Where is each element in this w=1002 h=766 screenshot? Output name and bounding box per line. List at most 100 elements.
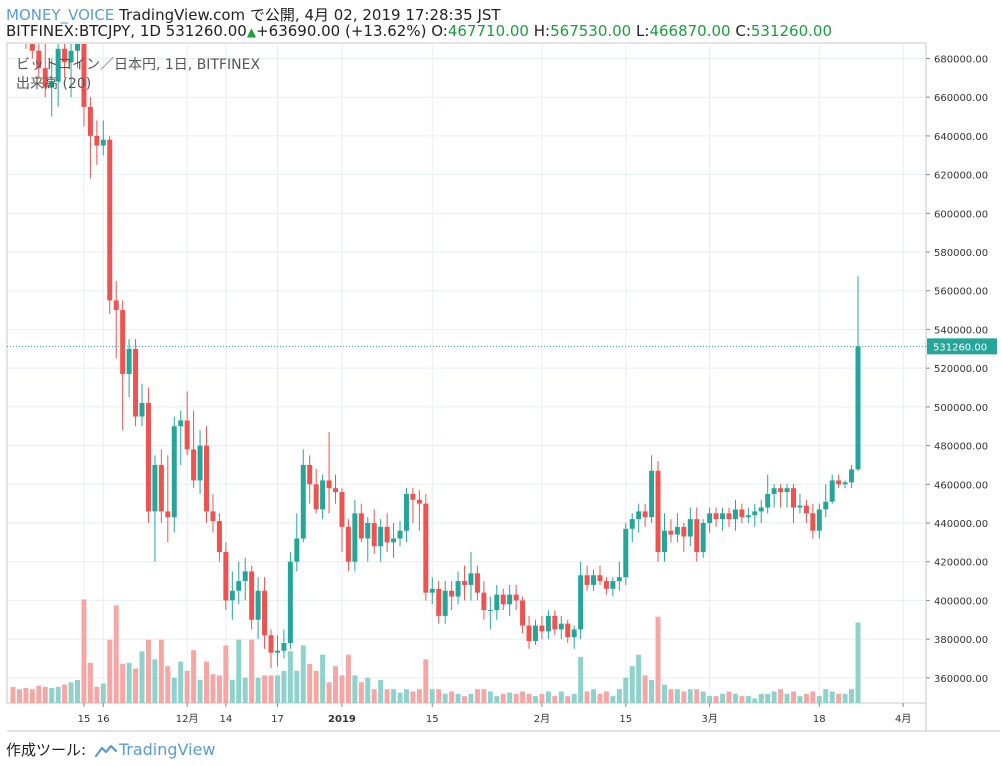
volume-bar <box>603 691 609 703</box>
candle-body <box>494 594 500 611</box>
publisher-name[interactable]: MONEY_VOICE <box>6 6 115 24</box>
volume-bar <box>36 685 42 703</box>
volume-bar <box>274 675 280 703</box>
volume-bar <box>358 682 364 703</box>
candlestick-chart[interactable]: 360000.00 380000.00 400000.00 420000.00 4400… <box>0 0 1002 735</box>
candle-body <box>307 464 313 485</box>
volume-bar <box>281 670 287 703</box>
volume-bar <box>75 680 81 703</box>
volume-legend: 出来高 (20) <box>16 76 92 92</box>
y-tick-label: 480000.00 <box>934 442 988 453</box>
candle-body <box>294 538 300 562</box>
candle-body <box>578 575 584 630</box>
volume-bar <box>339 675 345 703</box>
candle-body <box>197 445 203 481</box>
candle-body <box>75 44 81 51</box>
candle-body <box>629 519 635 529</box>
candle-body <box>803 505 809 514</box>
volume-bar <box>623 677 629 703</box>
volume-bar <box>197 680 203 703</box>
volume-bar <box>849 689 855 703</box>
candle-body <box>139 403 145 417</box>
volume-bar <box>313 670 319 703</box>
volume-bar <box>810 691 816 703</box>
tradingview-link[interactable]: TradingView <box>118 740 216 759</box>
candle-body <box>262 590 268 636</box>
candle-body <box>287 561 293 643</box>
candle-body <box>584 575 590 585</box>
volume-bar <box>29 689 35 703</box>
volume-bar <box>481 689 487 703</box>
volume-bar <box>720 693 726 703</box>
candle-body <box>403 493 409 531</box>
candle-body <box>732 509 738 520</box>
volume-bar <box>797 696 803 703</box>
volume-bar <box>300 645 306 703</box>
candle-body <box>268 635 274 653</box>
low-label: L: <box>636 22 650 40</box>
tradingview-logo-icon <box>94 744 117 757</box>
y-tick-label: 520000.00 <box>934 364 988 375</box>
y-tick-label: 420000.00 <box>934 558 988 569</box>
volume-bar <box>771 691 777 703</box>
volume-bar <box>249 639 255 703</box>
candle-body <box>674 526 680 535</box>
volume-bar <box>365 677 371 703</box>
symbol-label: BITFINEX:BTCJPY, 1D <box>6 22 161 40</box>
candle-body <box>62 48 68 63</box>
up-arrow-icon: ▲ <box>246 25 257 39</box>
candle-body <box>545 615 551 632</box>
candle-body <box>429 588 435 593</box>
volume-bar <box>816 696 822 703</box>
plot-area <box>6 42 927 704</box>
y-tick-label: 400000.00 <box>934 596 988 607</box>
volume-bar <box>120 663 126 703</box>
volume-bar <box>565 696 571 703</box>
volume-bar <box>765 693 771 703</box>
volume-bar <box>126 662 132 703</box>
volume-bar <box>616 689 622 703</box>
volume-bar <box>687 689 693 703</box>
x-tick-label: 17 <box>271 714 284 725</box>
last-price-value: 531260.00 <box>165 22 247 40</box>
x-tick-label: 16 <box>97 714 110 725</box>
volume-bar <box>229 680 235 703</box>
volume-bar <box>520 691 526 703</box>
candle-body <box>668 530 674 535</box>
candle-body <box>391 538 397 543</box>
candle-body <box>68 50 74 63</box>
candle-body <box>165 511 171 518</box>
volume-bar <box>539 693 545 703</box>
y-tick-label: 560000.00 <box>934 287 988 298</box>
volume-bar <box>236 639 242 703</box>
volume-bar <box>216 675 222 703</box>
volume-bar <box>262 675 268 703</box>
x-tick-label: 15 <box>619 714 632 725</box>
candle-body <box>571 629 577 638</box>
close-label: C: <box>735 22 751 40</box>
candle-body <box>55 48 61 82</box>
x-tick-label: 4月 <box>895 713 911 725</box>
candle-body <box>713 513 719 520</box>
candle-body <box>513 594 519 601</box>
volume-bar <box>732 693 738 703</box>
volume-bar <box>94 686 100 703</box>
volume-bar <box>429 689 435 703</box>
volume-bar <box>462 696 468 703</box>
series-legend: ビットコイン／日本円, 1日, BITFINEX <box>16 57 261 73</box>
candle-body <box>371 523 377 547</box>
y-tick-label: 500000.00 <box>934 403 988 414</box>
candle-body <box>520 600 526 626</box>
candle-body <box>462 581 468 585</box>
volume-bar <box>49 688 55 703</box>
volume-bar <box>165 666 171 703</box>
volume-bar <box>378 680 384 703</box>
candle-body <box>49 81 55 88</box>
volume-bar <box>371 689 377 703</box>
candle-body <box>552 615 558 630</box>
candle-body <box>532 625 538 642</box>
candle-body <box>836 480 842 485</box>
volume-bar <box>500 693 506 703</box>
volume-bar <box>629 666 635 703</box>
candle-body <box>274 650 280 653</box>
